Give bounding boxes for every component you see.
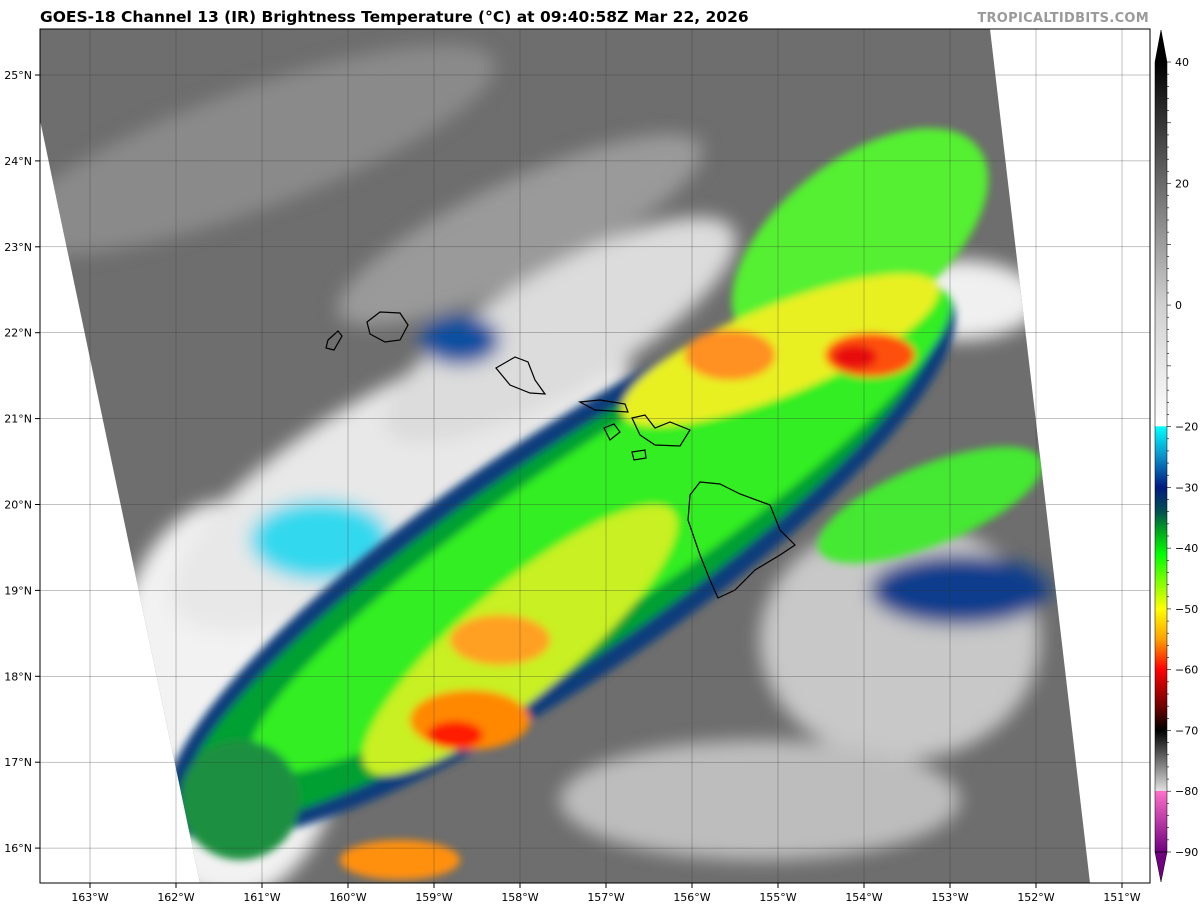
colorbar-tick-label: −90 xyxy=(1175,846,1198,859)
latitude-axis: 25°N 24°N 23°N 22°N 21°N 20°N 19°N 18°N 17°N 16°N xyxy=(4,69,40,855)
lon-tick-label: 156°W xyxy=(673,891,710,904)
lon-tick-label: 151°W xyxy=(1103,891,1140,904)
lat-lon-grid xyxy=(40,29,1150,883)
colorbar-tick-label: −20 xyxy=(1175,421,1198,434)
longitude-axis: 163°W 162°W 161°W 160°W 159°W 158°W 157°W 156°W… xyxy=(71,883,1141,904)
colorbar-min-arrow xyxy=(1154,851,1168,883)
lon-tick-label: 162°W xyxy=(157,891,194,904)
lat-tick-label: 22°N xyxy=(4,327,32,340)
lon-tick-label: 163°W xyxy=(71,891,108,904)
kahoolawe-outline xyxy=(631,449,647,461)
colorbar-gradient xyxy=(1155,62,1167,852)
lat-tick-label: 24°N xyxy=(4,155,32,168)
colorbar-tick-label: −60 xyxy=(1175,664,1198,677)
colorbar-border xyxy=(1154,61,1168,853)
lat-tick-label: 20°N xyxy=(4,499,32,512)
lat-tick-label: 17°N xyxy=(4,756,32,769)
watermark: TROPICALTIDBITS.COM xyxy=(977,11,1149,26)
lon-tick-label: 158°W xyxy=(501,891,538,904)
colorbar-tick-label: −50 xyxy=(1175,603,1198,616)
colorbar-tick-label: −40 xyxy=(1175,542,1198,555)
colorbar-tick-label: −30 xyxy=(1175,481,1198,494)
lon-tick-label: 157°W xyxy=(587,891,624,904)
molokai-outline xyxy=(577,399,629,413)
map-title: GOES-18 Channel 13 (IR) Brightness Tempe… xyxy=(40,8,749,26)
lon-tick-label: 155°W xyxy=(759,891,796,904)
colorbar-tick-label: −80 xyxy=(1175,785,1198,798)
lon-tick-label: 153°W xyxy=(931,891,968,904)
lanai-outline xyxy=(603,423,621,441)
coastlines xyxy=(325,311,796,599)
oahu-outline xyxy=(495,356,547,395)
satellite-imagery xyxy=(40,29,1090,883)
lon-tick-label: 152°W xyxy=(1017,891,1054,904)
lat-tick-label: 19°N xyxy=(4,584,32,597)
lat-tick-label: 23°N xyxy=(4,241,32,254)
maui-outline xyxy=(631,414,691,447)
lat-tick-label: 21°N xyxy=(4,413,32,426)
colorbar-tick-label: −70 xyxy=(1175,724,1198,737)
map-frame xyxy=(39,28,1151,884)
colorbar: 40 20 0 −20 −30 −40 −50 −60 −70 −80 −90 xyxy=(1154,29,1198,883)
colorbar-tick-label: 0 xyxy=(1175,299,1182,312)
lon-tick-label: 154°W xyxy=(845,891,882,904)
lat-tick-label: 25°N xyxy=(4,69,32,82)
lat-tick-label: 16°N xyxy=(4,842,32,855)
lon-tick-label: 161°W xyxy=(243,891,280,904)
lon-tick-label: 160°W xyxy=(329,891,366,904)
lon-tick-label: 159°W xyxy=(415,891,452,904)
lat-tick-label: 18°N xyxy=(4,670,32,683)
colorbar-tick-label: 20 xyxy=(1175,178,1189,191)
colorbar-tick-label: 40 xyxy=(1175,56,1189,69)
colorbar-max-arrow xyxy=(1154,29,1168,63)
